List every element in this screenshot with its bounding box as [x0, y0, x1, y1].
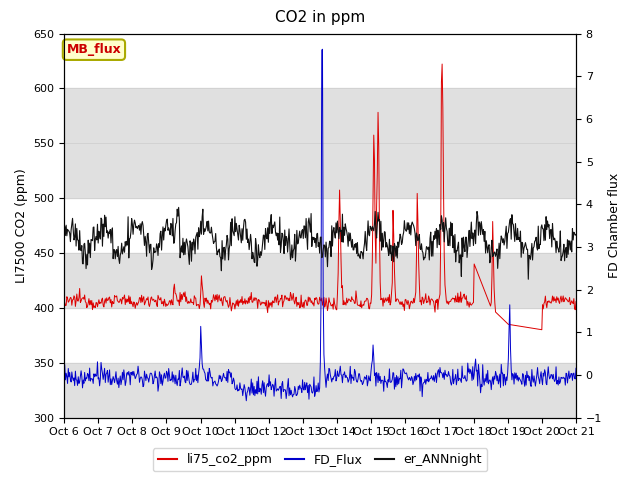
- Text: MB_flux: MB_flux: [67, 43, 122, 56]
- Bar: [64, 88, 576, 198]
- Y-axis label: LI7500 CO2 (ppm): LI7500 CO2 (ppm): [15, 168, 28, 283]
- Text: CO2 in ppm: CO2 in ppm: [275, 10, 365, 24]
- Bar: [64, 253, 576, 308]
- Bar: [64, 363, 576, 418]
- Legend: li75_co2_ppm, FD_Flux, er_ANNnight: li75_co2_ppm, FD_Flux, er_ANNnight: [153, 448, 487, 471]
- Y-axis label: FD Chamber flux: FD Chamber flux: [607, 173, 621, 278]
